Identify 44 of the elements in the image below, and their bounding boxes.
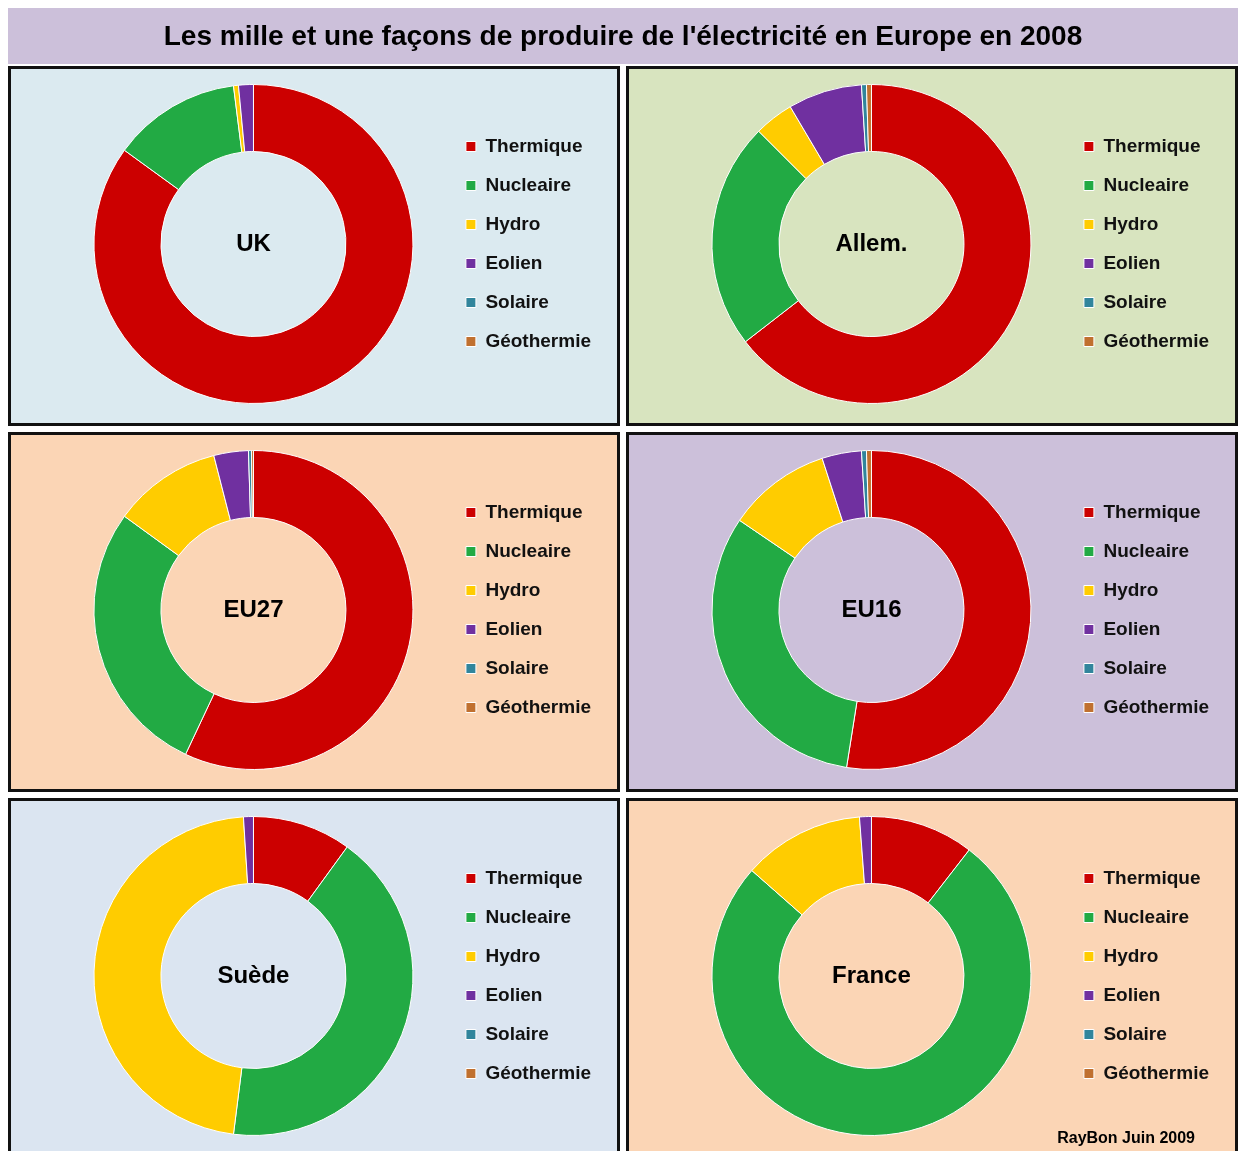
legend-label: Géothermie (1103, 329, 1210, 351)
text: EU27 (223, 594, 284, 622)
legend-label: Eolien (1103, 983, 1161, 1005)
text: UK (236, 228, 272, 256)
legend-label: Géothermie (1103, 1061, 1210, 1083)
legend-label: Eolien (485, 983, 543, 1005)
legend-label: Thermique (485, 866, 583, 888)
legend-label: Géothermie (1103, 695, 1210, 717)
legend-label: Solaire (485, 1022, 549, 1044)
legend-label: Géothermie (485, 329, 592, 351)
legend-label: Géothermie (485, 1061, 592, 1083)
legend-label: Nucleaire (485, 173, 571, 195)
legend-label: Thermique (485, 500, 583, 522)
text: Allem. (835, 228, 908, 256)
legend-label: Hydro (485, 578, 541, 600)
text: France (832, 960, 911, 988)
legend-label: Eolien (1103, 251, 1161, 273)
legend-label: Thermique (1103, 866, 1201, 888)
legend-label: Nucleaire (485, 905, 571, 927)
text: EU16 (841, 594, 902, 622)
legend-label: Thermique (1103, 500, 1201, 522)
legend-label: Solaire (1103, 1022, 1167, 1044)
legend-label: Thermique (485, 134, 583, 156)
text: Suède (217, 960, 290, 988)
legend-label: Hydro (1103, 212, 1159, 234)
legend-label: Hydro (1103, 578, 1159, 600)
legend-label: Eolien (485, 617, 543, 639)
legend-label: Eolien (485, 251, 543, 273)
legend-label: Hydro (485, 212, 541, 234)
legend-label: Hydro (1103, 944, 1159, 966)
legend-label: Nucleaire (1103, 173, 1189, 195)
legend-label: Nucleaire (1103, 905, 1189, 927)
legend-label: Hydro (485, 944, 541, 966)
legend-label: Géothermie (485, 695, 592, 717)
legend-label: Solaire (1103, 656, 1167, 678)
legend-label: Solaire (1103, 290, 1167, 312)
legend-label: Solaire (485, 290, 549, 312)
legend-label: Eolien (1103, 617, 1161, 639)
legend-label: Nucleaire (485, 539, 571, 561)
legend-label: Solaire (485, 656, 549, 678)
text: Les mille et une façons de produire de l'électricité en Europe en 2008 (8, 8, 1238, 66)
text: RayBon Juin 2009 (1057, 1129, 1195, 1147)
legend-label: Nucleaire (1103, 539, 1189, 561)
legend-label: Thermique (1103, 134, 1201, 156)
